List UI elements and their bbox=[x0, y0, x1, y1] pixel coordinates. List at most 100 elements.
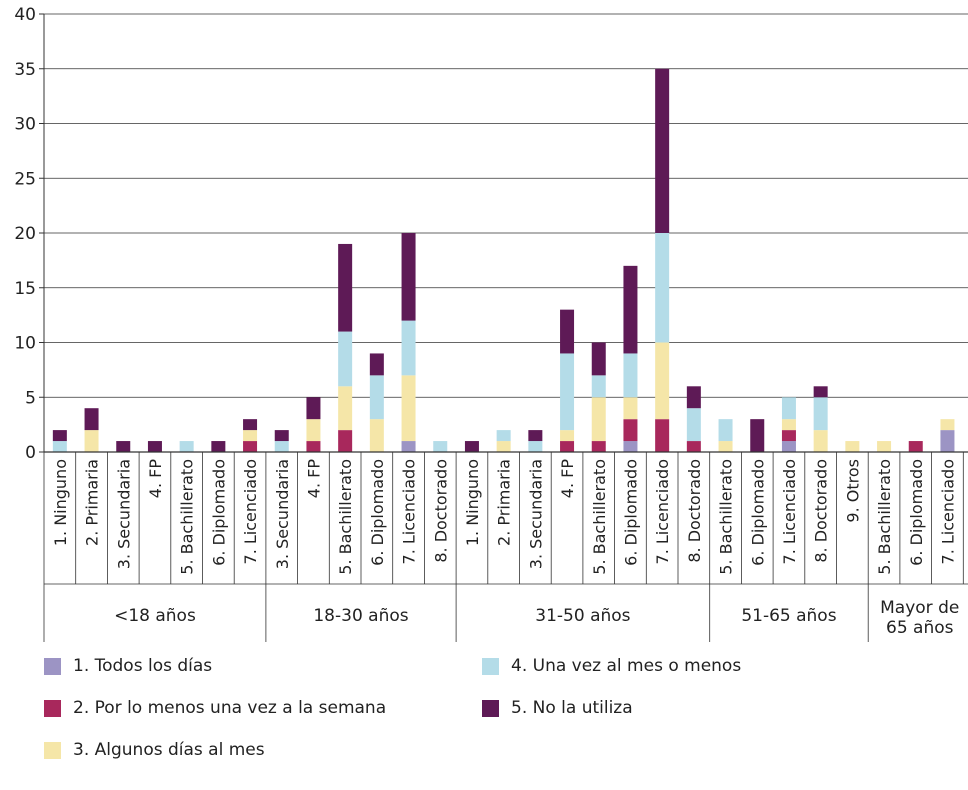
y-tick-label: 15 bbox=[14, 279, 36, 299]
category-label: 5. Bachillerato bbox=[875, 459, 894, 575]
category-label: 5. Bachillerato bbox=[336, 459, 355, 575]
bar-segment bbox=[686, 408, 701, 442]
category-label: 9. Otros bbox=[843, 459, 862, 523]
bar-segment bbox=[211, 441, 226, 452]
bar-segment bbox=[243, 441, 258, 452]
category-label: 2. Primaria bbox=[495, 459, 514, 546]
category-label: 8. Doctorado bbox=[431, 459, 450, 563]
category-label: 3. Secundaria bbox=[273, 459, 292, 569]
group-label: Mayor de bbox=[880, 598, 959, 618]
bar-segment bbox=[845, 441, 860, 452]
bar-segment bbox=[147, 441, 162, 452]
category-label: 5. Bachillerato bbox=[590, 459, 609, 575]
bar-segment bbox=[243, 419, 258, 431]
bar-segment bbox=[623, 397, 638, 420]
category-label: 8. Doctorado bbox=[685, 459, 704, 563]
bar-segment bbox=[369, 353, 384, 376]
bar-segment bbox=[655, 419, 670, 452]
group-label: 31-50 años bbox=[535, 606, 630, 626]
bar-segment bbox=[369, 419, 384, 452]
bar-segment bbox=[718, 441, 733, 452]
group-label: 65 años bbox=[886, 618, 954, 638]
category-label: 7. Licenciado bbox=[400, 459, 419, 564]
bar-segment bbox=[940, 419, 955, 431]
bar-segment bbox=[750, 419, 765, 452]
category-label: 4. FP bbox=[558, 459, 577, 499]
bar-segment bbox=[623, 441, 638, 452]
bar-segment bbox=[306, 441, 321, 452]
bar-segment bbox=[274, 430, 289, 442]
category-label: 4. FP bbox=[304, 459, 323, 499]
bar-segment bbox=[718, 419, 733, 442]
bar-segment bbox=[496, 430, 511, 442]
bar-segment bbox=[591, 375, 606, 398]
bar-segment bbox=[496, 441, 511, 452]
y-tick-label: 30 bbox=[14, 115, 36, 135]
bar-segment bbox=[243, 430, 258, 442]
bar-segment bbox=[940, 430, 955, 452]
category-label: 5. Bachillerato bbox=[178, 459, 197, 575]
bar-segment bbox=[560, 353, 575, 431]
bar-segment bbox=[655, 233, 670, 343]
bar-segment bbox=[813, 386, 828, 398]
bar-segment bbox=[623, 353, 638, 398]
y-tick-label: 10 bbox=[14, 334, 36, 354]
bar-segment bbox=[116, 441, 131, 452]
category-label: 6. Diplomado bbox=[621, 459, 640, 566]
bar-segment bbox=[338, 243, 353, 332]
bar-segment bbox=[528, 441, 543, 452]
y-tick-label: 40 bbox=[14, 5, 36, 25]
bar-segment bbox=[401, 375, 416, 442]
category-label: 2. Primaria bbox=[83, 459, 102, 546]
bar-segment bbox=[781, 430, 796, 442]
bar-segment bbox=[306, 419, 321, 442]
bar-segment bbox=[813, 397, 828, 431]
bar-segment bbox=[781, 419, 796, 431]
bar-segment bbox=[877, 441, 892, 452]
bar-segment bbox=[623, 419, 638, 442]
bar-segment bbox=[338, 386, 353, 431]
bar-segment bbox=[560, 441, 575, 452]
category-label: 1. Ninguno bbox=[51, 459, 70, 546]
bar-segment bbox=[560, 309, 575, 354]
bar-segment bbox=[528, 430, 543, 442]
bar-segment bbox=[623, 265, 638, 354]
group-label: 51-65 años bbox=[741, 606, 836, 626]
bar-segment bbox=[338, 331, 353, 387]
category-label: 8. Doctorado bbox=[812, 459, 831, 563]
bar-segment bbox=[433, 441, 448, 452]
category-label: 6. Diplomado bbox=[368, 459, 387, 566]
bar-segment bbox=[369, 375, 384, 420]
category-label: 1. Ninguno bbox=[463, 459, 482, 546]
bar-segment bbox=[338, 430, 353, 452]
category-label: 7. Licenciado bbox=[780, 459, 799, 564]
category-label: 4. FP bbox=[146, 459, 165, 499]
y-tick-label: 5 bbox=[25, 388, 36, 408]
y-tick-label: 0 bbox=[25, 443, 36, 463]
bar-segment bbox=[179, 441, 194, 452]
bar-segment bbox=[52, 430, 67, 442]
bar-segment bbox=[781, 397, 796, 420]
bar-segment bbox=[84, 408, 99, 431]
bar-segment bbox=[655, 342, 670, 420]
bar-segment bbox=[591, 441, 606, 452]
bar-segment bbox=[401, 320, 416, 376]
bar-segment bbox=[52, 441, 67, 452]
bar-segment bbox=[813, 430, 828, 452]
category-label: 7. Licenciado bbox=[938, 459, 957, 564]
bar-segment bbox=[781, 441, 796, 452]
category-label: 6. Diplomado bbox=[907, 459, 926, 566]
y-tick-label: 35 bbox=[14, 60, 36, 80]
bar-segment bbox=[464, 441, 479, 452]
bar-segment bbox=[401, 441, 416, 452]
category-label: 5. Bachillerato bbox=[717, 459, 736, 575]
bar-segment bbox=[908, 441, 923, 452]
bar-segment bbox=[686, 441, 701, 452]
category-label: 6. Diplomado bbox=[209, 459, 228, 566]
bar-segment bbox=[306, 397, 321, 420]
bar-segment bbox=[655, 68, 670, 233]
category-label: 6. Diplomado bbox=[748, 459, 767, 566]
bar-segment bbox=[84, 430, 99, 452]
bar-segment bbox=[560, 430, 575, 442]
